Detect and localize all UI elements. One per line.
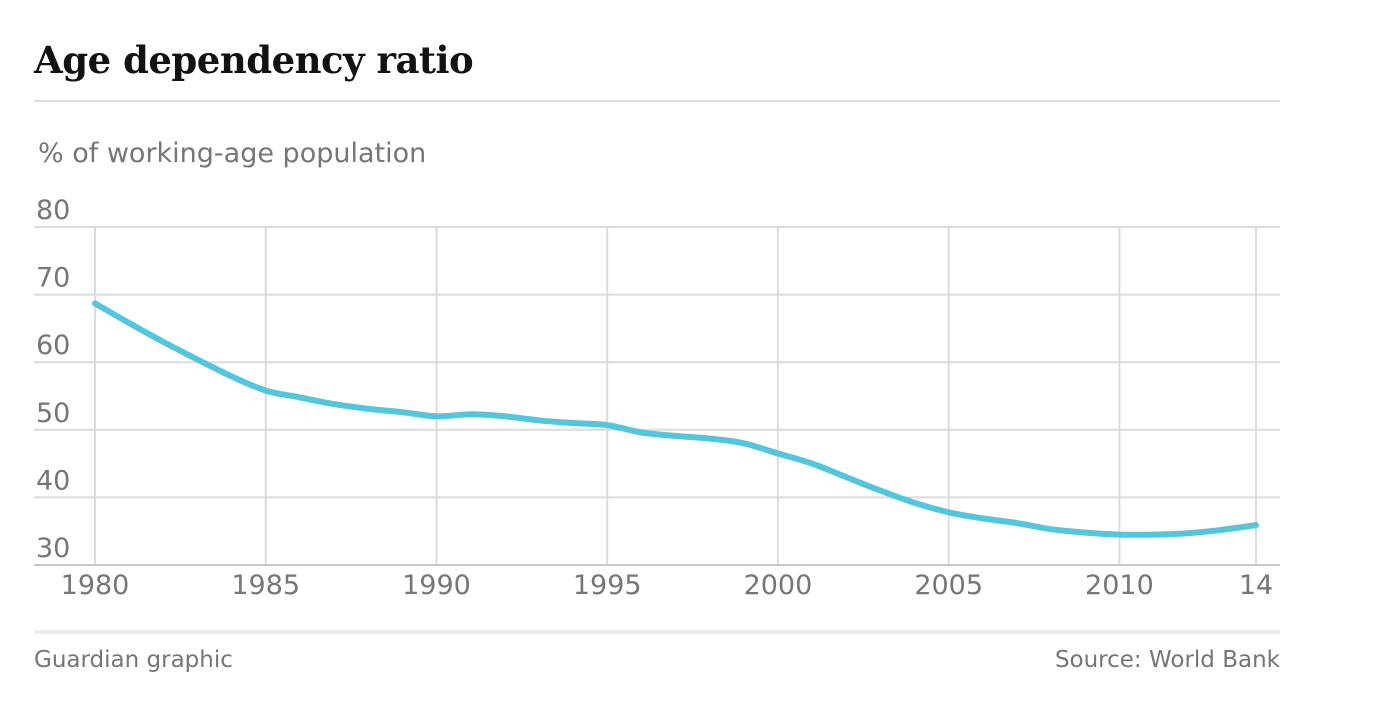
- x-tick-1990: 1990: [402, 570, 471, 601]
- data-point-1994: [570, 420, 576, 426]
- y-tick-40: 40: [36, 465, 70, 496]
- data-point-1983: [194, 356, 200, 362]
- graphic-credit: Guardian graphic: [34, 647, 233, 673]
- data-point-1997: [673, 433, 679, 439]
- data-point-1987: [331, 401, 337, 407]
- data-point-1992: [502, 413, 508, 419]
- data-point-2004: [912, 500, 918, 506]
- y-tick-labels: 30 40 50 60 70 80: [36, 195, 70, 564]
- data-point-2007: [1014, 520, 1020, 526]
- x-tick-2005: 2005: [914, 570, 983, 601]
- data-point-1991: [468, 411, 474, 417]
- y-tick-50: 50: [36, 398, 70, 429]
- footer-divider: [34, 630, 1280, 634]
- series-line-0: [92, 300, 1259, 538]
- data-point-2014: [1253, 522, 1259, 528]
- data-point-2005: [946, 509, 952, 515]
- data-point-1995: [604, 422, 610, 428]
- data-point-1999: [741, 440, 747, 446]
- data-point-1986: [297, 394, 303, 400]
- x-tick-1995: 1995: [573, 570, 642, 601]
- x-tick-1985: 1985: [231, 570, 300, 601]
- data-point-1982: [160, 339, 166, 345]
- data-point-2001: [809, 461, 815, 467]
- gridlines: [34, 226, 1280, 566]
- series-group: [92, 300, 1259, 538]
- data-point-1985: [263, 388, 269, 394]
- title-divider: [34, 100, 1280, 102]
- data-point-1996: [638, 430, 644, 436]
- data-point-2006: [980, 515, 986, 521]
- data-point-2011: [1151, 532, 1157, 538]
- data-point-2008: [1048, 526, 1054, 532]
- source-note: Source: World Bank: [1054, 647, 1280, 673]
- data-point-2003: [877, 488, 883, 494]
- data-point-1990: [433, 413, 439, 419]
- data-point-2012: [1185, 530, 1191, 536]
- y-axis-label: % of working-age population: [38, 138, 427, 169]
- data-point-1981: [126, 320, 132, 326]
- data-point-2009: [1082, 530, 1088, 536]
- data-point-1989: [399, 409, 405, 415]
- x-tick-1980: 1980: [61, 570, 130, 601]
- x-tick-2010: 2010: [1085, 570, 1154, 601]
- y-tick-60: 60: [36, 330, 70, 361]
- y-tick-80: 80: [36, 195, 70, 226]
- y-tick-30: 30: [36, 533, 70, 564]
- chart-title: Age dependency ratio: [34, 38, 474, 82]
- data-point-1998: [707, 436, 713, 442]
- x-tick-14: 14: [1239, 570, 1273, 601]
- data-point-2010: [1116, 532, 1122, 538]
- data-point-1984: [229, 373, 235, 379]
- data-point-1980: [92, 300, 98, 306]
- data-point-2013: [1219, 527, 1225, 533]
- x-tick-labels: 1980 1985 1990 1995 2000 2005 2010 14: [61, 570, 1274, 601]
- data-point-2002: [843, 474, 849, 480]
- data-point-1993: [536, 417, 542, 423]
- y-tick-70: 70: [36, 263, 70, 294]
- data-point-1988: [365, 406, 371, 412]
- x-tick-2000: 2000: [744, 570, 813, 601]
- data-point-2000: [775, 450, 781, 456]
